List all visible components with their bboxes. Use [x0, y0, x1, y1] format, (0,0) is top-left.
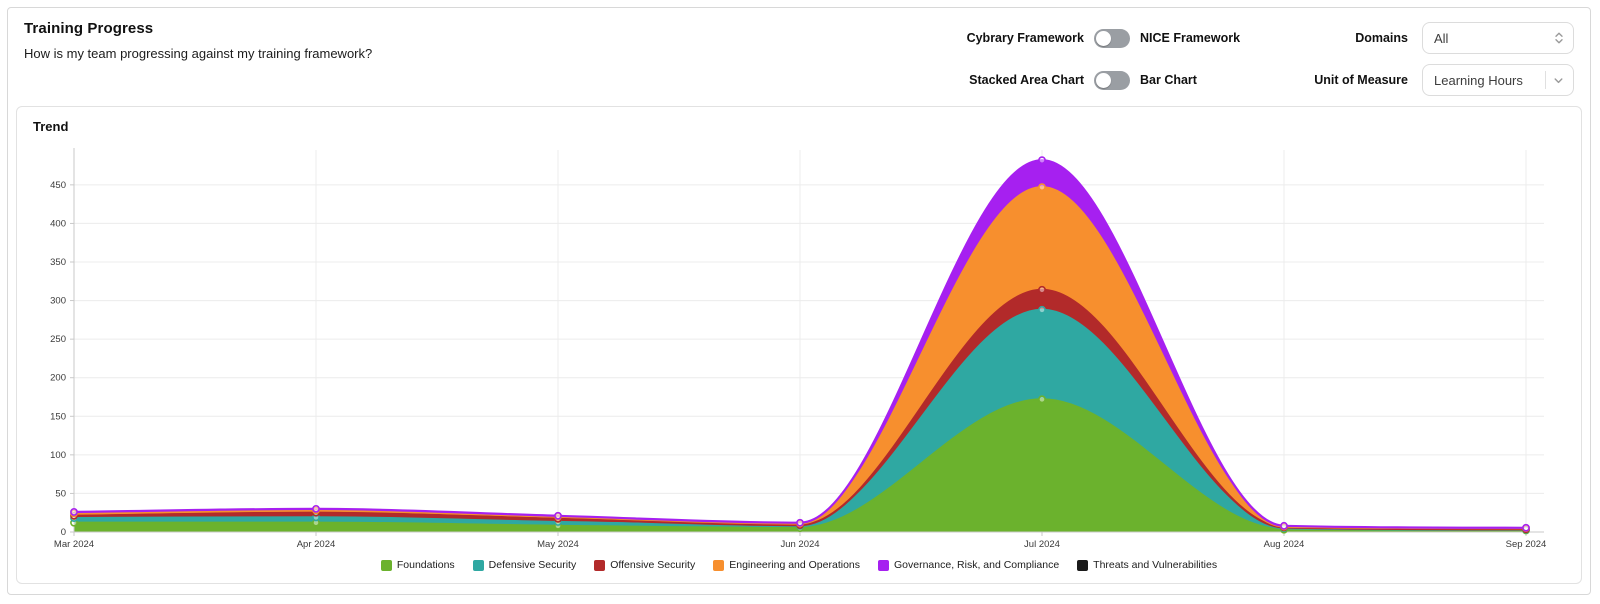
svg-text:400: 400 — [50, 218, 66, 229]
page-title: Training Progress — [24, 20, 154, 37]
trend-card: Trend 0 50 100 150 200 250 300 350 400 450 Mar 202… — [16, 106, 1582, 584]
chart-type-toggle[interactable] — [1094, 70, 1130, 90]
unit-select-value: Learning Hours — [1434, 72, 1523, 88]
unit-of-measure-select[interactable]: Learning Hours — [1422, 64, 1574, 96]
domains-label: Domains — [1355, 31, 1408, 45]
legend-item: Offensive Security — [594, 559, 695, 571]
up-down-stepper-icon — [1555, 32, 1563, 44]
trend-chart: 0 50 100 150 200 250 300 350 400 450 Mar 2024 Apr 2… — [26, 142, 1572, 557]
chevron-down-icon — [1554, 77, 1563, 83]
legend-swatch — [878, 559, 889, 571]
domains-select-value: All — [1434, 30, 1449, 46]
legend-label: Defensive Security — [488, 559, 577, 571]
svg-text:450: 450 — [50, 180, 66, 191]
svg-text:300: 300 — [50, 296, 66, 307]
unit-of-measure-label: Unit of Measure — [1314, 73, 1408, 87]
svg-text:200: 200 — [50, 373, 66, 384]
bar-chart-label: Bar Chart — [1140, 73, 1197, 87]
legend-item: Defensive Security — [472, 559, 577, 571]
y-axis-labels: 0 50 100 150 200 250 300 350 400 450 — [50, 180, 66, 538]
legend-label: Offensive Security — [610, 559, 696, 571]
page-subtitle: How is my team progressing against my tr… — [24, 46, 373, 61]
svg-text:50: 50 — [55, 488, 66, 499]
stacked-area-chart-label: Stacked Area Chart — [969, 73, 1084, 87]
axes — [70, 148, 1544, 536]
stacked-area-chart-canvas: 0 50 100 150 200 250 300 350 400 450 Mar 2024 Apr 2… — [50, 148, 1546, 550]
legend-label: Engineering and Operations — [729, 559, 860, 571]
svg-text:Mar 2024: Mar 2024 — [54, 539, 94, 550]
training-progress-panel: Training Progress How is my team progres… — [7, 7, 1591, 595]
legend-label: Threats and Vulnerabilities — [1093, 559, 1218, 571]
chart-type-control-row: Stacked Area Chart Bar Chart Unit of Mea… — [956, 64, 1574, 96]
trend-section-title: Trend — [33, 119, 69, 134]
area-foundations — [74, 399, 1526, 532]
legend-swatch — [1077, 559, 1089, 571]
legend-label: Foundations — [396, 559, 455, 571]
svg-text:Jul 2024: Jul 2024 — [1024, 539, 1060, 550]
panel-header: Training Progress How is my team progres… — [8, 8, 1590, 106]
series-areas — [74, 160, 1526, 532]
svg-text:350: 350 — [50, 257, 66, 268]
gridlines — [73, 150, 1544, 532]
legend-item: Foundations — [380, 559, 455, 571]
svg-text:0: 0 — [61, 527, 66, 538]
svg-text:100: 100 — [50, 450, 66, 461]
domains-select[interactable]: All — [1422, 22, 1574, 54]
x-axis-labels: Mar 2024 Apr 2024 May 2024 Jun 2024 Jul 2024… — [54, 539, 1546, 550]
legend-swatch — [594, 559, 606, 571]
svg-text:Apr 2024: Apr 2024 — [297, 539, 336, 550]
framework-control-row: Cybrary Framework NICE Framework Domains… — [956, 22, 1574, 54]
svg-text:150: 150 — [50, 411, 66, 422]
svg-text:May 2024: May 2024 — [537, 539, 579, 550]
toggle-knob — [1096, 72, 1111, 88]
legend-swatch — [380, 559, 392, 571]
header-titles: Training Progress How is my team progres… — [24, 20, 372, 96]
chart-legend: Foundations Defensive Security Offensive S… — [26, 559, 1572, 575]
svg-text:250: 250 — [50, 334, 66, 345]
legend-label: Governance, Risk, and Compliance — [894, 559, 1060, 571]
series-lines — [73, 159, 1527, 532]
svg-text:Sep 2024: Sep 2024 — [1506, 539, 1547, 550]
svg-text:Aug 2024: Aug 2024 — [1264, 539, 1305, 550]
data-point-markers — [70, 156, 1530, 535]
select-divider — [1545, 71, 1546, 89]
legend-item: Threats and Vulnerabilities — [1077, 559, 1217, 571]
cybrary-framework-label: Cybrary Framework — [966, 31, 1084, 45]
legend-item: Engineering and Operations — [713, 559, 860, 571]
legend-swatch — [713, 559, 725, 571]
legend-swatch — [472, 559, 484, 571]
legend-item: Governance, Risk, and Compliance — [878, 559, 1059, 571]
toggle-knob — [1096, 30, 1111, 46]
framework-toggle[interactable] — [1094, 28, 1130, 48]
svg-text:Jun 2024: Jun 2024 — [780, 539, 819, 550]
header-controls: Cybrary Framework NICE Framework Domains… — [956, 20, 1574, 96]
nice-framework-label: NICE Framework — [1140, 31, 1241, 45]
